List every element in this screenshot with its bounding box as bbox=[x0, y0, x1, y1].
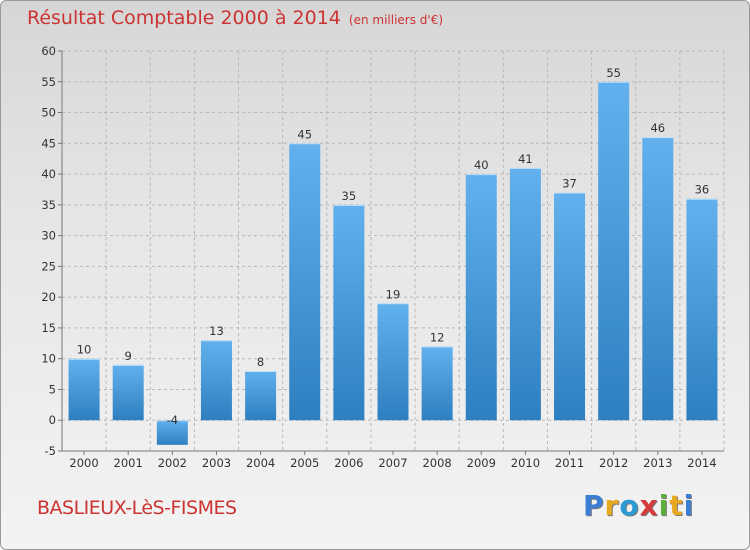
chart-title: Résultat Comptable 2000 à 2014 (en millie… bbox=[27, 7, 443, 29]
y-tick-label: 25 bbox=[41, 259, 56, 273]
bar-2008 bbox=[421, 346, 453, 421]
bar-2011 bbox=[554, 192, 586, 421]
chart-title-text: Résultat Comptable 2000 à 2014 bbox=[27, 7, 341, 29]
logo-letter: x bbox=[639, 489, 659, 522]
logo-letter: i bbox=[658, 489, 670, 522]
y-tick-label: 15 bbox=[41, 321, 56, 335]
x-tick-label-2002: 2002 bbox=[158, 456, 187, 470]
bar-2002 bbox=[156, 420, 188, 445]
y-tick-label: 5 bbox=[49, 382, 56, 396]
data-labels: 10 9 -4 13 8 45 35 19 12 40 41 37 55 46 36 bbox=[77, 66, 710, 427]
x-tick-label-2013: 2013 bbox=[643, 456, 672, 470]
bar-2005 bbox=[289, 143, 321, 421]
bar-2004 bbox=[245, 371, 277, 421]
y-tick-label: 35 bbox=[41, 198, 56, 212]
data-label-2012: 55 bbox=[606, 66, 621, 80]
bar-2003 bbox=[200, 340, 232, 421]
y-tick-label: 55 bbox=[41, 75, 56, 89]
data-label-2007: 19 bbox=[386, 287, 401, 301]
bar-2007 bbox=[377, 303, 409, 421]
data-label-2000: 10 bbox=[77, 343, 92, 357]
data-label-2010: 41 bbox=[518, 152, 533, 166]
x-tick-label-2001: 2001 bbox=[114, 456, 143, 470]
y-tick-label: 0 bbox=[49, 413, 56, 427]
y-tick-label: 10 bbox=[41, 352, 56, 366]
data-label-2008: 12 bbox=[430, 330, 445, 344]
data-label-2011: 37 bbox=[562, 177, 577, 191]
bar-2013 bbox=[642, 137, 674, 421]
proxiti-logo: Proxiti bbox=[583, 489, 694, 522]
x-tick-label-2004: 2004 bbox=[246, 456, 275, 470]
x-tick-label-2010: 2010 bbox=[511, 456, 540, 470]
y-tick-label: 40 bbox=[41, 167, 56, 181]
axes: -5 0 5 10 15 20 25 30 35 40 45 50 55 60 2000 2001 2002 20… bbox=[41, 44, 724, 470]
x-tick-label-2005: 2005 bbox=[290, 456, 319, 470]
logo-letter: r bbox=[604, 489, 620, 522]
bar-2001 bbox=[112, 364, 144, 421]
data-label-2014: 36 bbox=[695, 183, 710, 197]
x-tick-label-2008: 2008 bbox=[422, 456, 451, 470]
y-tick-label: 60 bbox=[41, 44, 56, 58]
x-tick-label-2007: 2007 bbox=[378, 456, 407, 470]
y-tick-label: 50 bbox=[41, 106, 56, 120]
data-label-2009: 40 bbox=[474, 158, 489, 172]
logo-letter: o bbox=[619, 489, 640, 522]
x-tick-label-2011: 2011 bbox=[555, 456, 584, 470]
x-tick-label-2000: 2000 bbox=[69, 456, 98, 470]
y-tick-label: 45 bbox=[41, 136, 56, 150]
y-tick-label: -5 bbox=[45, 444, 56, 458]
bar-2010 bbox=[509, 167, 541, 421]
bar-2000 bbox=[68, 358, 100, 421]
x-tick-label-2003: 2003 bbox=[202, 456, 231, 470]
city-name: BASLIEUX-LèS-FISMES bbox=[37, 497, 237, 519]
logo-letter: t bbox=[669, 489, 684, 522]
bar-2006 bbox=[333, 204, 365, 421]
data-label-2004: 8 bbox=[257, 355, 264, 369]
logo-letter: i bbox=[683, 489, 695, 522]
x-tick-label-2009: 2009 bbox=[467, 456, 496, 470]
data-label-2003: 13 bbox=[209, 324, 224, 338]
x-tick-label-2006: 2006 bbox=[334, 456, 363, 470]
chart-subtitle: (en milliers d'€) bbox=[348, 13, 444, 27]
bar-2014 bbox=[686, 198, 718, 421]
y-tick-label: 20 bbox=[41, 290, 56, 304]
data-label-2001: 9 bbox=[125, 349, 132, 363]
logo-letter: P bbox=[583, 489, 605, 522]
x-tick-label-2014: 2014 bbox=[687, 456, 716, 470]
bars bbox=[68, 81, 718, 445]
data-label-2006: 35 bbox=[342, 189, 357, 203]
bar-2012 bbox=[598, 81, 630, 421]
bar-2009 bbox=[465, 174, 497, 421]
x-tick-label-2012: 2012 bbox=[599, 456, 628, 470]
data-label-2002: -4 bbox=[167, 413, 178, 427]
y-tick-label: 30 bbox=[41, 229, 56, 243]
data-label-2005: 45 bbox=[297, 127, 312, 141]
data-label-2013: 46 bbox=[650, 121, 665, 135]
